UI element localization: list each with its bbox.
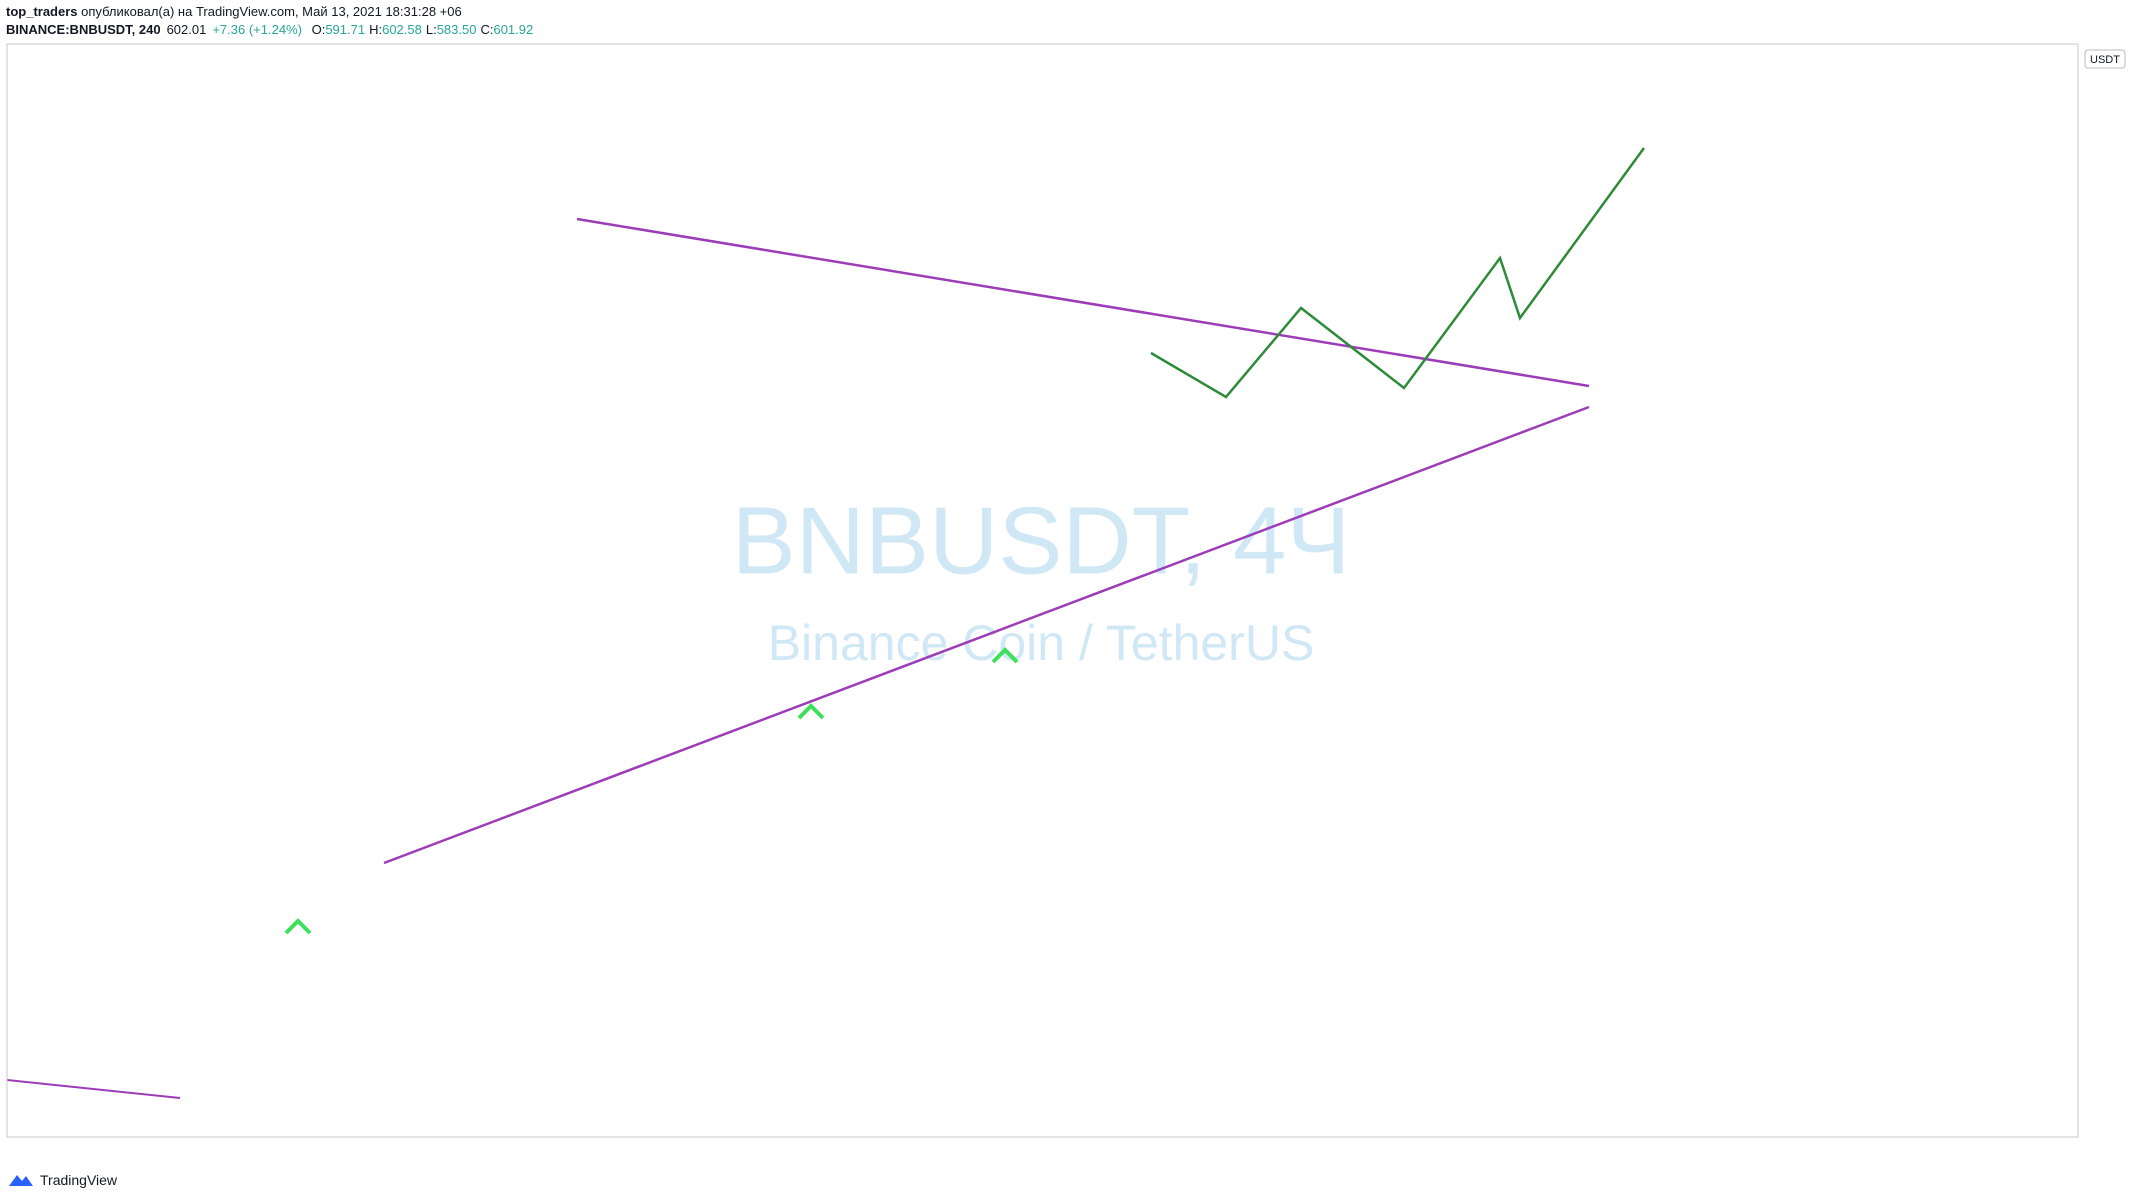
unit-box <box>2084 49 2126 69</box>
trend-line <box>7 1079 181 1099</box>
ohlc-label: C: <box>480 22 494 37</box>
logo <box>9 1175 33 1186</box>
publish-line: top_traders опубликовал(а) на TradingVie… <box>6 4 462 19</box>
chart: BNBUSDT, 4Ч Binance Coin / TetherUS USDT <box>6 43 2126 1138</box>
plot-frame <box>6 43 2079 1138</box>
ohlc-value: 591.71 <box>325 22 366 37</box>
ohlc-value: 601.92 <box>493 22 534 37</box>
trend-line <box>576 217 1590 388</box>
pattern-line <box>1150 147 1646 399</box>
symbol-line: BINANCE:BNBUSDT, 240 602.01 +7.36 (+1.24%)… <box>6 22 537 37</box>
ohlc-item: L:583.50 <box>426 22 477 37</box>
last-price: 602.01 <box>166 22 207 37</box>
brand[interactable]: TradingView <box>40 1172 118 1188</box>
symbol: BINANCE:BNBUSDT, 240 <box>6 22 161 37</box>
watermark: BNBUSDT, 4Ч <box>732 487 1351 594</box>
ohlc-item: C:601.92 <box>480 22 533 37</box>
drawings <box>7 147 1646 1099</box>
y-unit: USDT <box>2090 54 2120 66</box>
ohlc-item: H:602.58 <box>369 22 422 37</box>
published: опубликовал(а) на TradingView.com, Май 1… <box>81 4 462 19</box>
ohlc-item: O:591.71 <box>312 22 366 37</box>
arrow-up <box>991 647 1019 664</box>
ohlc-label: H: <box>369 22 383 37</box>
ohlc-value: 602.58 <box>382 22 422 37</box>
arrow-up <box>284 918 312 935</box>
ohlc-label: L: <box>425 22 437 37</box>
ohlc-label: O: <box>311 22 326 37</box>
arrow-up <box>797 703 825 720</box>
change: +7.36 (+1.24%) <box>212 22 302 37</box>
author[interactable]: top_traders <box>6 4 78 19</box>
watermark-subtitle: Binance Coin / TetherUS <box>768 615 1315 671</box>
ohlc-value: 583.50 <box>436 22 477 37</box>
footer: TradingView <box>8 1172 117 1188</box>
trend-line <box>383 405 1590 865</box>
